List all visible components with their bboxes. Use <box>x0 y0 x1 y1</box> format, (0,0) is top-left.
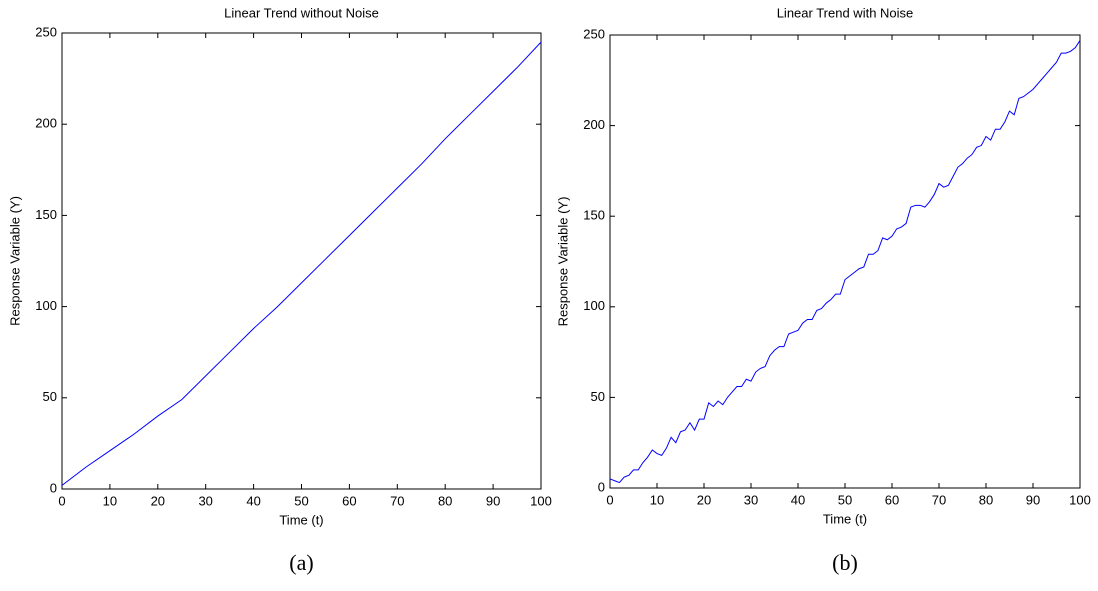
x-tick-label: 70 <box>932 492 946 507</box>
x-tick-label: 100 <box>530 493 552 508</box>
plot-frame <box>61 32 542 490</box>
x-tick-label: 20 <box>151 493 165 508</box>
caption: (a) <box>289 550 313 575</box>
x-tick-label: 0 <box>58 493 65 508</box>
x-tick-label: 40 <box>791 492 805 507</box>
x-tick-label: 90 <box>1026 492 1040 507</box>
caption: (b) <box>832 550 858 575</box>
x-tick-label: 40 <box>246 493 260 508</box>
y-tick-label: 50 <box>43 389 57 404</box>
y-tick-label: 200 <box>583 117 605 132</box>
y-tick-label: 150 <box>35 207 57 222</box>
x-tick-label: 10 <box>650 492 664 507</box>
y-tick-label: 100 <box>583 298 605 313</box>
x-tick-label: 60 <box>885 492 899 507</box>
y-tick-label: 50 <box>591 389 605 404</box>
x-tick-label: 80 <box>438 493 452 508</box>
x-axis-label: Time (t) <box>279 512 323 527</box>
plot-frame <box>609 34 1081 489</box>
y-tick-label: 250 <box>35 24 57 39</box>
x-tick-label: 100 <box>1069 492 1091 507</box>
x-tick-label: 60 <box>342 493 356 508</box>
x-axis-label: Time (t) <box>823 511 867 526</box>
x-tick-label: 80 <box>979 492 993 507</box>
y-tick-label: 150 <box>583 208 605 223</box>
x-tick-label: 10 <box>103 493 117 508</box>
x-tick-label: 50 <box>294 493 308 508</box>
x-tick-label: 70 <box>390 493 404 508</box>
x-tick-label: 30 <box>744 492 758 507</box>
x-tick-label: 30 <box>198 493 212 508</box>
chart-title: Linear Trend without Noise <box>224 5 379 20</box>
y-tick-label: 250 <box>583 26 605 41</box>
x-tick-label: 20 <box>697 492 711 507</box>
y-tick-label: 0 <box>598 479 605 494</box>
data-line <box>61 41 542 486</box>
x-tick-label: 90 <box>486 493 500 508</box>
x-tick-label: 50 <box>838 492 852 507</box>
data-line <box>609 40 1081 484</box>
y-axis-label: Response Variable (Y) <box>555 197 570 327</box>
y-tick-label: 100 <box>35 298 57 313</box>
chart-title: Linear Trend with Noise <box>777 5 914 20</box>
y-axis-label: Response Variable (Y) <box>7 196 22 326</box>
y-tick-label: 0 <box>50 480 57 495</box>
x-tick-label: 0 <box>606 492 613 507</box>
y-tick-label: 200 <box>35 116 57 131</box>
